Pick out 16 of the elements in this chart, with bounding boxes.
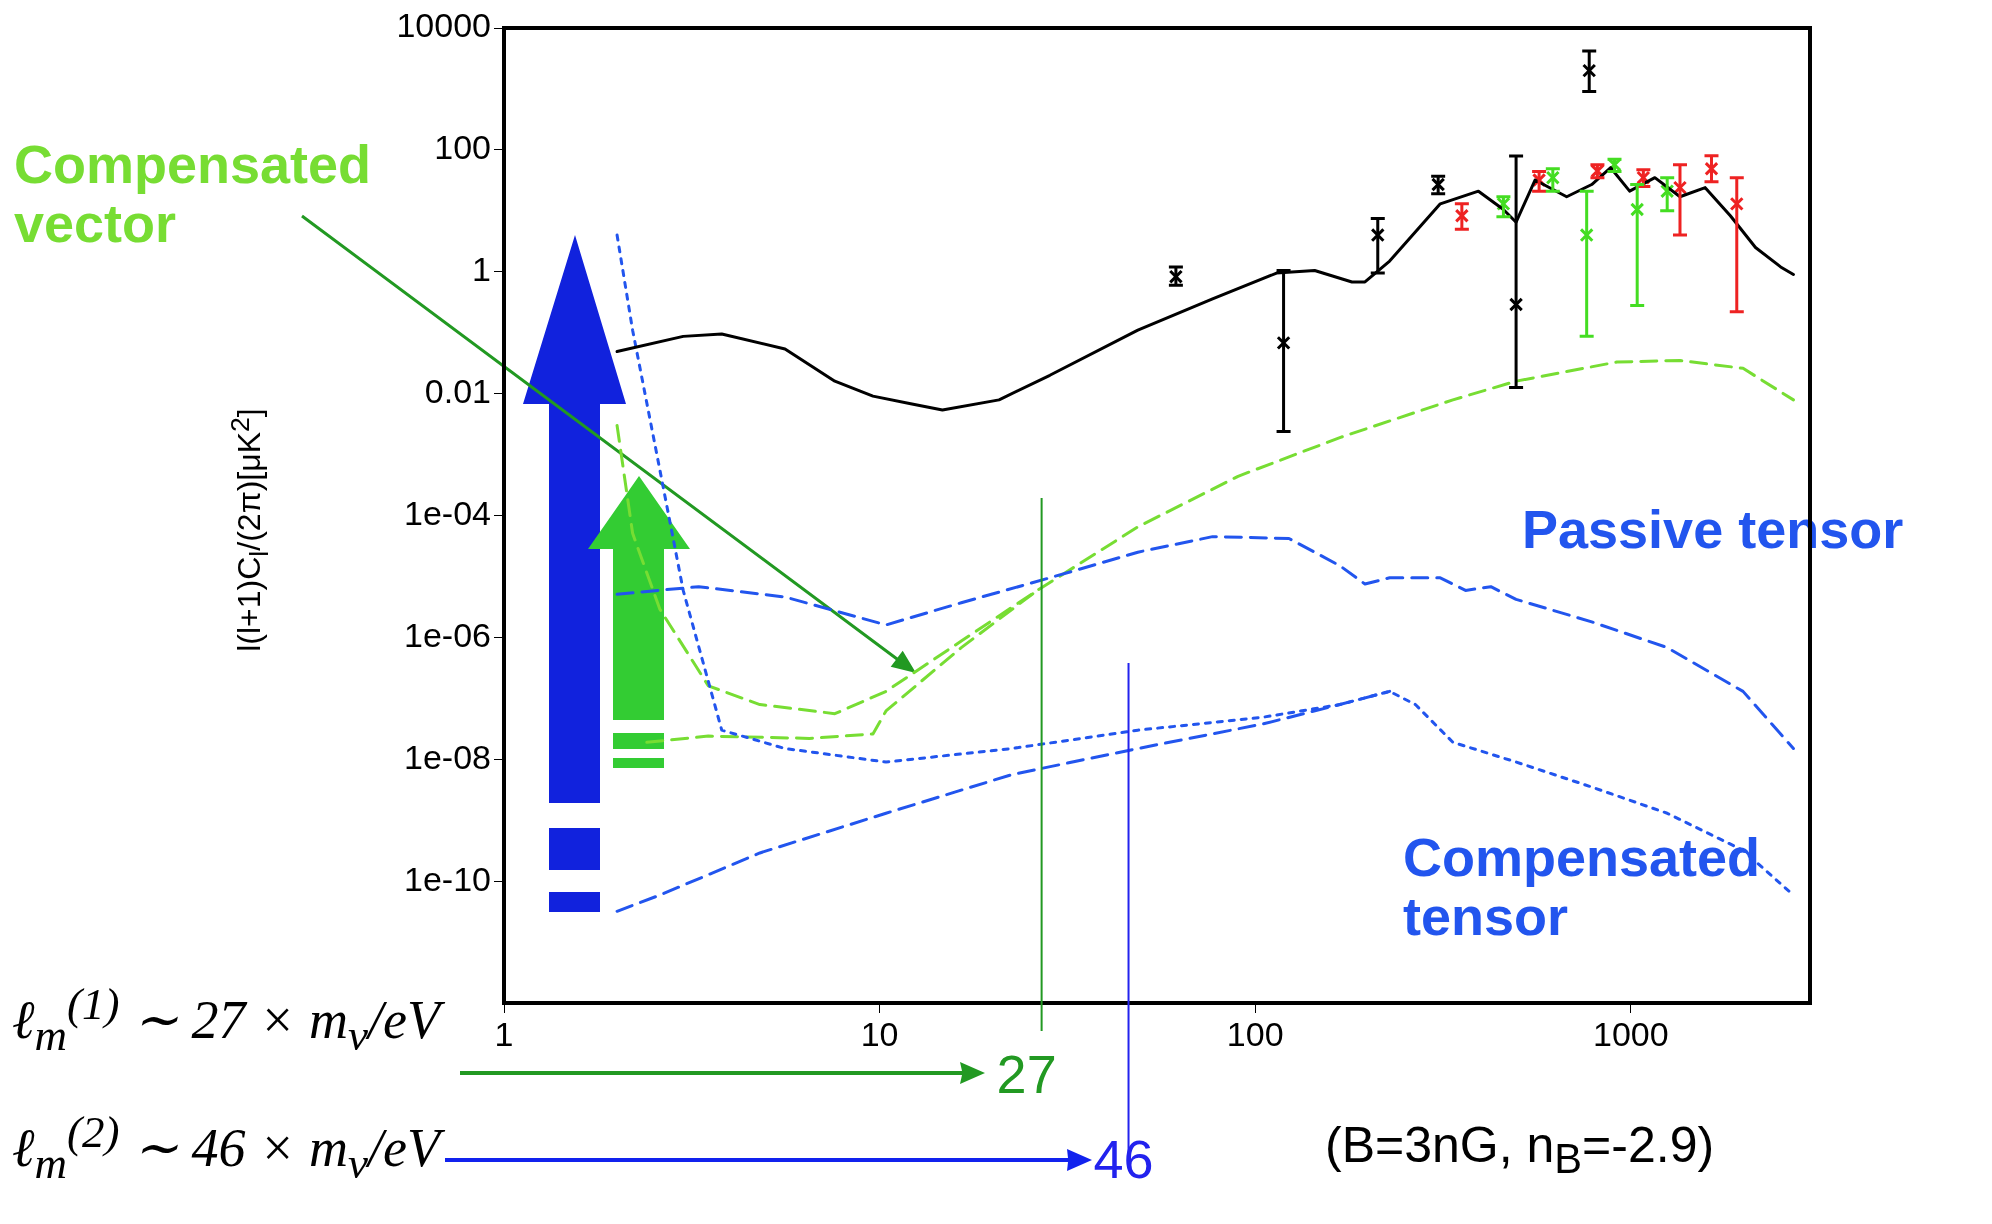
x-tick-label: 10 bbox=[860, 1014, 899, 1053]
y-tick-label: 1e-04 bbox=[404, 493, 491, 532]
y-tick-label: 1e-06 bbox=[404, 615, 491, 654]
series-label: Compensated tensor bbox=[1403, 827, 1762, 947]
y-tick-label: 0.01 bbox=[424, 372, 491, 410]
ref-line-label: 27 bbox=[996, 1043, 1057, 1104]
text: (B=3nG, n$_{B}$=-2.9) bbox=[1325, 1117, 1715, 1182]
ref-line-label: 46 bbox=[1093, 1128, 1154, 1189]
y-tick-label: 1e-08 bbox=[404, 737, 491, 776]
y-tick-label: 100 bbox=[434, 128, 491, 167]
x-tick-label: 100 bbox=[1226, 1014, 1284, 1053]
y-tick-label: 10000 bbox=[396, 6, 491, 45]
y-tick-label: 1 bbox=[472, 250, 491, 289]
x-tick-label: 1000 bbox=[1592, 1014, 1669, 1053]
text: Compensated vector bbox=[14, 134, 372, 254]
y-tick-label: 1e-10 bbox=[404, 859, 491, 898]
